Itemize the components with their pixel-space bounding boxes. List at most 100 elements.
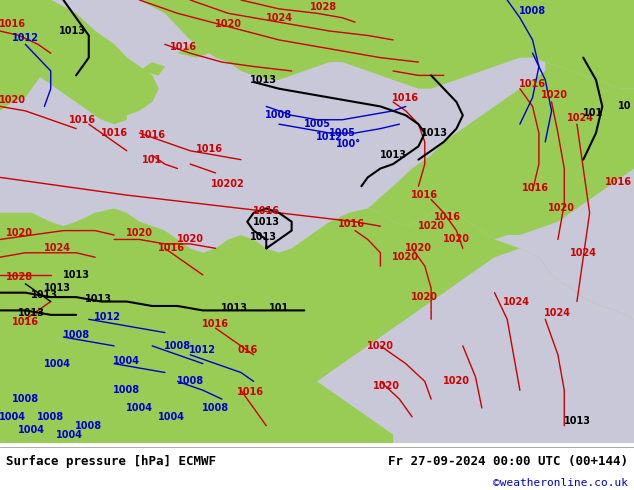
Text: 1013: 1013: [250, 232, 276, 242]
Text: 1020: 1020: [405, 244, 432, 253]
Text: 10202: 10202: [211, 179, 245, 189]
Text: 1013: 1013: [221, 303, 248, 313]
Text: 1013: 1013: [253, 217, 280, 227]
Text: 1016: 1016: [139, 130, 165, 140]
Polygon shape: [0, 0, 51, 111]
Text: 1013: 1013: [85, 294, 112, 304]
Polygon shape: [0, 98, 114, 142]
Text: 1016: 1016: [519, 79, 546, 89]
Text: 1013: 1013: [44, 283, 70, 293]
Text: 1016: 1016: [12, 317, 39, 326]
Text: 1020: 1020: [367, 341, 394, 351]
Text: 1020: 1020: [392, 252, 419, 262]
Polygon shape: [330, 44, 355, 58]
Text: 1013: 1013: [18, 308, 45, 318]
Text: 1008: 1008: [12, 394, 39, 404]
Text: 1016: 1016: [339, 219, 365, 229]
Text: 1016: 1016: [411, 190, 438, 200]
Text: Surface pressure [hPa] ECMWF: Surface pressure [hPa] ECMWF: [6, 455, 216, 467]
Text: 1005: 1005: [304, 119, 330, 129]
Polygon shape: [0, 0, 158, 124]
Text: 1016: 1016: [158, 244, 184, 253]
Text: 1008: 1008: [37, 412, 64, 422]
Text: 1004: 1004: [56, 430, 83, 440]
Text: 1024: 1024: [266, 13, 292, 23]
Text: 1016: 1016: [171, 42, 197, 51]
Text: 1008: 1008: [164, 341, 191, 351]
Polygon shape: [431, 58, 456, 71]
Text: 1024: 1024: [567, 113, 593, 122]
Polygon shape: [317, 248, 634, 443]
Text: 1012: 1012: [94, 312, 121, 322]
Text: 1020: 1020: [0, 95, 26, 105]
Polygon shape: [596, 26, 621, 40]
Text: 1020: 1020: [373, 381, 400, 391]
Text: 1004: 1004: [18, 425, 45, 435]
Polygon shape: [127, 89, 406, 151]
Text: 1020: 1020: [418, 221, 444, 231]
Polygon shape: [609, 53, 634, 67]
Text: 101: 101: [269, 303, 289, 313]
Text: 1024: 1024: [503, 296, 530, 307]
Text: 1020: 1020: [443, 376, 470, 387]
Text: 1016: 1016: [69, 115, 96, 125]
Polygon shape: [0, 0, 634, 443]
Text: 1004: 1004: [44, 359, 70, 368]
Text: 1020: 1020: [6, 228, 32, 238]
Polygon shape: [139, 62, 165, 75]
Text: 1024: 1024: [44, 244, 70, 253]
Text: 1013: 1013: [31, 290, 58, 300]
Text: 1016: 1016: [522, 183, 549, 194]
Text: 100°: 100°: [336, 139, 361, 149]
Text: 1013: 1013: [250, 75, 276, 85]
Text: 101: 101: [583, 108, 603, 118]
Polygon shape: [190, 204, 216, 217]
Text: 1024: 1024: [570, 248, 597, 258]
Text: 1028: 1028: [310, 1, 337, 12]
Text: 1020: 1020: [443, 234, 470, 245]
Text: 1016: 1016: [202, 318, 229, 329]
Text: 1008: 1008: [75, 421, 102, 431]
Text: 1013: 1013: [380, 150, 406, 160]
Polygon shape: [266, 58, 292, 71]
Text: 1005: 1005: [329, 128, 356, 138]
Text: 1016: 1016: [434, 212, 460, 222]
Polygon shape: [0, 0, 634, 124]
Text: 1004: 1004: [0, 412, 26, 422]
Polygon shape: [222, 49, 247, 62]
Polygon shape: [0, 208, 634, 443]
Text: 1020: 1020: [548, 203, 574, 214]
Text: 1016: 1016: [253, 206, 280, 216]
Text: 1004: 1004: [113, 356, 140, 367]
Text: 1028: 1028: [6, 272, 32, 282]
Polygon shape: [558, 35, 583, 49]
Text: 101: 101: [142, 155, 162, 165]
Text: 1016: 1016: [392, 93, 419, 102]
Text: 1012: 1012: [316, 132, 343, 143]
Text: 1008: 1008: [63, 330, 89, 340]
Text: 1004: 1004: [126, 403, 153, 413]
Text: 1013: 1013: [63, 270, 89, 280]
Polygon shape: [368, 62, 634, 240]
Text: ©weatheronline.co.uk: ©weatheronline.co.uk: [493, 478, 628, 488]
Text: 1008: 1008: [177, 376, 204, 387]
Text: Fr 27-09-2024 00:00 UTC (00+144): Fr 27-09-2024 00:00 UTC (00+144): [387, 455, 628, 467]
Text: 1004: 1004: [158, 412, 184, 422]
Text: 1008: 1008: [519, 6, 546, 16]
Text: 1016: 1016: [196, 144, 223, 153]
Polygon shape: [507, 44, 533, 58]
Polygon shape: [76, 186, 101, 199]
Text: 10: 10: [618, 101, 631, 111]
Text: 1008: 1008: [113, 385, 140, 395]
Text: 1024: 1024: [545, 308, 571, 318]
Text: 1008: 1008: [202, 403, 229, 413]
Text: 1012: 1012: [190, 345, 216, 355]
Text: 1013: 1013: [60, 26, 86, 36]
Text: 1008: 1008: [266, 110, 292, 121]
Text: 1020: 1020: [541, 90, 568, 100]
Text: 016: 016: [237, 345, 257, 355]
Text: 1016: 1016: [237, 388, 264, 397]
Text: 1012: 1012: [12, 33, 39, 43]
Text: 1016: 1016: [0, 20, 26, 29]
Text: 1020: 1020: [411, 292, 438, 302]
